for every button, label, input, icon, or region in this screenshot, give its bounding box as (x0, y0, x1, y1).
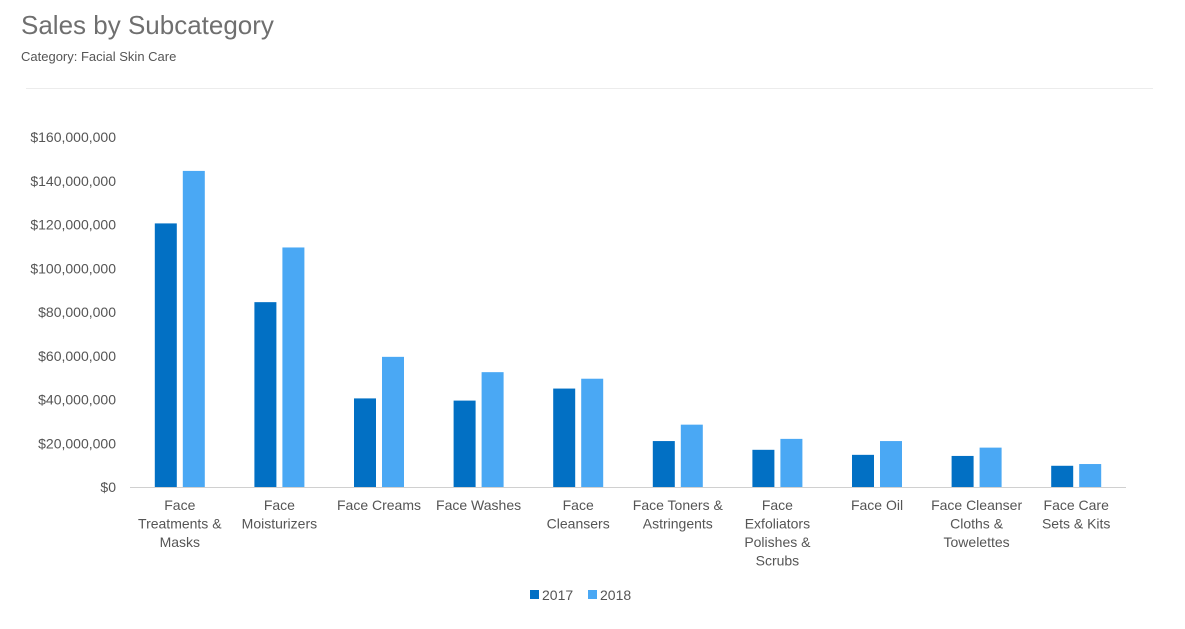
bar-2018[interactable] (1079, 464, 1102, 487)
bar-group (553, 378, 604, 487)
x-axis: Face Treatments & Masks Face Moisturizers Fac… (138, 497, 1110, 569)
y-tick-label: $120,000,000 (30, 217, 116, 233)
bar-2018[interactable] (182, 170, 205, 487)
bar-2018[interactable] (680, 424, 703, 487)
x-tick-label: Face Cleanser Cloths & Towelettes (931, 497, 1022, 550)
legend-label: 2018 (600, 587, 631, 603)
x-tick-label: Face Treatments & Masks (138, 497, 222, 550)
chart-subtitle: Category: Facial Skin Care (21, 49, 177, 64)
legend-swatch (530, 590, 539, 599)
x-tick-label: Face Care Sets & Kits (1042, 497, 1110, 532)
bar-2017[interactable] (951, 455, 974, 487)
y-tick-label: $60,000,000 (38, 348, 116, 364)
x-tick-label: Face Exfoliators Polishes & Scrubs (744, 497, 811, 569)
bar-group (453, 372, 504, 487)
bar-2017[interactable] (652, 441, 675, 487)
x-tick-label: Face Washes (436, 497, 521, 513)
bar-group (951, 447, 1002, 487)
bar-2017[interactable] (254, 302, 277, 487)
chart-title: Sales by Subcategory (21, 10, 274, 40)
bar-2018[interactable] (581, 378, 604, 487)
bar-group (354, 356, 404, 487)
legend-item[interactable]: 2017 (530, 587, 573, 603)
x-tick-label: Face Oil (851, 497, 903, 513)
legend-label: 2017 (542, 587, 573, 603)
x-tick-label: Face Creams (337, 497, 421, 513)
y-tick-label: $140,000,000 (30, 173, 116, 189)
x-tick-label: Face Cleansers (547, 497, 610, 532)
bar-group (1051, 464, 1102, 487)
bar-2017[interactable] (1051, 465, 1074, 487)
x-tick-label: Face Moisturizers (242, 497, 317, 532)
y-tick-label: $40,000,000 (38, 392, 116, 408)
bar-group (652, 424, 703, 487)
legend-swatch (588, 590, 597, 599)
bar-2017[interactable] (553, 388, 576, 487)
bar-2018[interactable] (382, 356, 404, 487)
bar-group (752, 438, 803, 487)
bar-2018[interactable] (979, 447, 1002, 487)
y-tick-label: $20,000,000 (38, 435, 116, 451)
bar-2018[interactable] (880, 441, 902, 487)
y-tick-label: $100,000,000 (30, 260, 116, 276)
bar-group (154, 170, 205, 487)
bar-2017[interactable] (852, 454, 874, 487)
y-tick-label: $80,000,000 (38, 304, 116, 320)
bar-2018[interactable] (282, 247, 305, 487)
x-tick-label: Face Toners & Astringents (633, 497, 724, 532)
legend-item[interactable]: 2018 (588, 587, 631, 603)
bars (154, 170, 1102, 487)
bar-2017[interactable] (154, 223, 177, 487)
bar-group (254, 247, 305, 487)
bar-2017[interactable] (453, 400, 476, 487)
bar-2018[interactable] (780, 438, 803, 487)
y-axis: $0 $20,000,000 $40,000,000 $60,000,000 $80,0… (30, 129, 116, 495)
y-tick-label: $0 (100, 479, 116, 495)
header-divider (26, 88, 1153, 89)
bar-2017[interactable] (354, 398, 376, 487)
bar-group (852, 441, 902, 487)
bar-2018[interactable] (481, 372, 504, 487)
legend: 2017 2018 (530, 587, 631, 603)
y-tick-label: $160,000,000 (30, 129, 116, 145)
bar-2017[interactable] (752, 449, 775, 487)
